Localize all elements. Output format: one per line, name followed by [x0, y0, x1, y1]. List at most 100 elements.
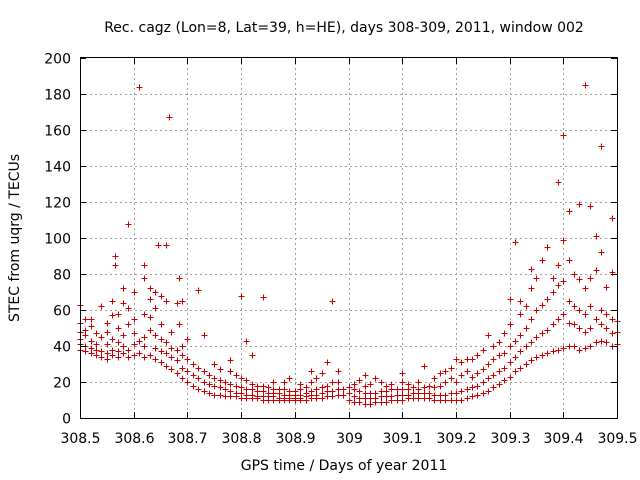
- data-point-marker: [179, 352, 186, 359]
- data-point-marker: [168, 345, 175, 352]
- data-point-marker: [98, 348, 105, 355]
- data-point-marker: [603, 325, 610, 332]
- data-point-marker: [179, 343, 186, 350]
- data-point-marker: [238, 384, 245, 391]
- data-point-marker: [174, 370, 181, 377]
- data-point-marker: [195, 386, 202, 393]
- data-point-marker: [303, 384, 310, 391]
- data-point-marker: [560, 132, 567, 139]
- data-point-marker: [593, 339, 600, 346]
- data-point-marker: [109, 336, 116, 343]
- data-point-marker: [533, 275, 540, 282]
- data-point-marker: [437, 383, 444, 390]
- x-tick-label: 309.3: [490, 431, 530, 447]
- data-point-marker: [184, 368, 191, 375]
- data-point-marker: [206, 390, 213, 397]
- data-point-marker: [211, 383, 218, 390]
- data-point-marker: [442, 379, 449, 386]
- data-point-marker: [501, 330, 508, 337]
- data-point-marker: [98, 354, 105, 361]
- data-point-marker: [152, 356, 159, 363]
- data-point-marker: [104, 356, 111, 363]
- data-point-marker: [201, 379, 208, 386]
- y-tick-label: 120: [44, 196, 71, 212]
- data-point-marker: [458, 359, 465, 366]
- data-point-marker: [93, 347, 100, 354]
- data-point-marker: [163, 363, 170, 370]
- data-point-marker: [426, 383, 433, 390]
- data-point-marker: [528, 316, 535, 323]
- data-point-marker: [319, 370, 326, 377]
- data-point-marker: [270, 386, 277, 393]
- data-point-marker: [528, 266, 535, 273]
- data-point-marker: [523, 325, 530, 332]
- data-point-marker: [469, 393, 476, 400]
- data-point-marker: [448, 365, 455, 372]
- data-point-marker: [490, 343, 497, 350]
- data-point-marker: [517, 298, 524, 305]
- data-point-marker: [158, 359, 165, 366]
- data-point-marker: [174, 357, 181, 364]
- data-point-marker: [158, 293, 165, 300]
- data-point-marker: [93, 330, 100, 337]
- x-tick-label: 308.7: [167, 431, 207, 447]
- data-point-marker: [544, 350, 551, 357]
- x-tick-label: 309.2: [436, 431, 476, 447]
- data-point-marker: [587, 303, 594, 310]
- data-point-marker: [539, 302, 546, 309]
- data-point-marker: [190, 383, 197, 390]
- data-point-marker: [136, 338, 143, 345]
- data-point-marker: [319, 384, 326, 391]
- data-point-marker: [560, 278, 567, 285]
- data-point-marker: [155, 242, 162, 249]
- data-point-marker: [372, 375, 379, 382]
- y-axis-title: STEC from uqrg / TECUs: [7, 154, 23, 322]
- data-point-marker: [582, 311, 589, 318]
- data-point-marker: [458, 388, 465, 395]
- data-point-marker: [179, 365, 186, 372]
- data-point-marker: [195, 375, 202, 382]
- data-point-marker: [249, 392, 256, 399]
- y-tick-label: 0: [62, 412, 71, 428]
- data-point-marker: [190, 372, 197, 379]
- data-point-marker: [179, 298, 186, 305]
- data-point-marker: [190, 361, 197, 368]
- data-point-marker: [378, 379, 385, 386]
- data-point-marker: [152, 332, 159, 339]
- data-point-marker: [292, 388, 299, 395]
- data-point-marker: [566, 208, 573, 215]
- data-point-marker: [174, 347, 181, 354]
- data-point-marker: [98, 303, 105, 310]
- data-point-marker: [474, 392, 481, 399]
- data-point-marker: [303, 390, 310, 397]
- data-point-marker: [286, 388, 293, 395]
- x-tick-label: 308.5: [60, 431, 100, 447]
- data-point-marker: [555, 262, 562, 269]
- data-point-marker: [313, 386, 320, 393]
- data-point-marker: [410, 384, 417, 391]
- data-point-marker: [217, 392, 224, 399]
- data-point-marker: [112, 262, 119, 269]
- data-point-marker: [496, 381, 503, 388]
- data-point-marker: [152, 289, 159, 296]
- data-point-marker: [539, 257, 546, 264]
- data-point-marker: [442, 368, 449, 375]
- y-tick-label: 80: [53, 268, 71, 284]
- data-point-marker: [458, 372, 465, 379]
- data-point-marker: [490, 356, 497, 363]
- data-point-marker: [582, 345, 589, 352]
- data-point-marker: [431, 384, 438, 391]
- data-point-marker: [496, 339, 503, 346]
- data-point-marker: [346, 397, 353, 404]
- data-point-marker: [313, 392, 320, 399]
- data-point-marker: [512, 368, 519, 375]
- data-point-marker: [571, 271, 578, 278]
- x-tick-label: 308.6: [114, 431, 154, 447]
- data-point-marker: [356, 395, 363, 402]
- data-point-marker: [555, 282, 562, 289]
- data-point-marker: [82, 327, 89, 334]
- data-point-marker: [184, 356, 191, 363]
- data-point-marker: [560, 345, 567, 352]
- y-tick-label: 200: [44, 52, 71, 68]
- data-point-marker: [544, 244, 551, 251]
